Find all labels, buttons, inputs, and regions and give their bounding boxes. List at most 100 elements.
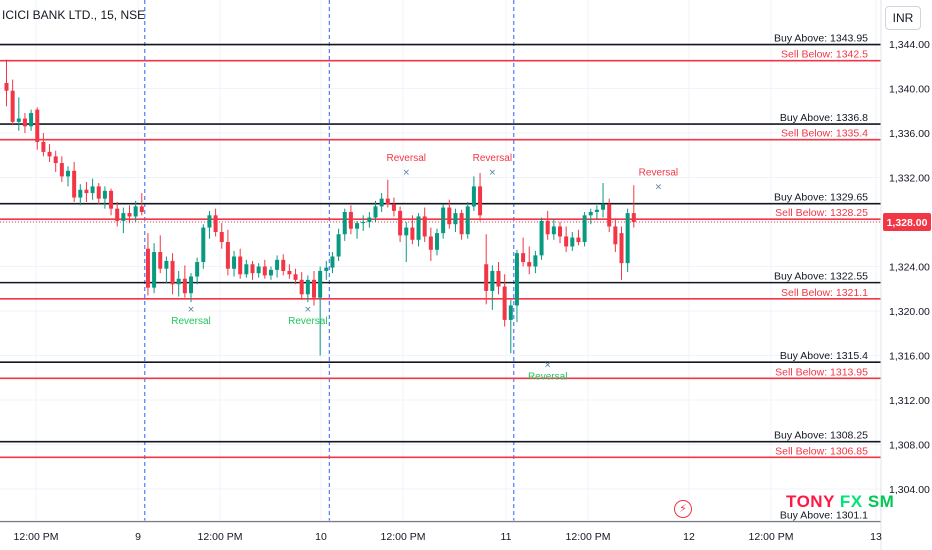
candle[interactable]	[182, 265, 187, 298]
candle[interactable]	[330, 252, 335, 274]
candle[interactable]	[232, 250, 237, 277]
candle[interactable]	[4, 59, 9, 107]
candle[interactable]	[115, 201, 120, 227]
candle[interactable]	[435, 228, 439, 256]
candle[interactable]	[398, 206, 403, 243]
candle[interactable]	[588, 208, 593, 225]
candle[interactable]	[90, 178, 95, 200]
candle[interactable]	[72, 161, 77, 202]
candle[interactable]	[145, 233, 150, 296]
candle[interactable]	[601, 183, 606, 218]
candle[interactable]	[355, 220, 360, 239]
candle[interactable]	[195, 257, 200, 285]
candle[interactable]	[109, 188, 114, 216]
candle[interactable]	[348, 205, 353, 235]
candle[interactable]	[465, 201, 470, 239]
candle[interactable]	[170, 253, 175, 295]
candle[interactable]	[16, 97, 21, 131]
candle[interactable]	[576, 229, 581, 246]
candle[interactable]	[164, 256, 169, 284]
candle[interactable]	[127, 205, 132, 224]
candle[interactable]	[312, 270, 316, 306]
candle[interactable]	[484, 234, 489, 305]
candle[interactable]	[305, 275, 310, 303]
candle[interactable]	[453, 208, 458, 233]
candle[interactable]	[262, 259, 267, 279]
candle[interactable]	[318, 266, 323, 356]
candle[interactable]	[410, 215, 415, 245]
candle[interactable]	[478, 173, 483, 221]
candle[interactable]	[78, 184, 83, 206]
candle[interactable]	[385, 179, 390, 208]
candle[interactable]	[471, 176, 476, 211]
candle[interactable]	[490, 265, 495, 310]
candle[interactable]	[336, 228, 341, 261]
candle[interactable]	[459, 209, 464, 240]
candle[interactable]	[619, 226, 624, 280]
candle[interactable]	[66, 166, 70, 187]
candle[interactable]	[268, 266, 273, 280]
candle[interactable]	[508, 299, 513, 354]
candle[interactable]	[373, 200, 378, 222]
candle[interactable]	[533, 250, 538, 274]
candle[interactable]	[613, 219, 618, 253]
candle[interactable]	[47, 144, 52, 162]
candle[interactable]	[244, 259, 249, 278]
candle[interactable]	[121, 207, 126, 234]
candle[interactable]	[35, 107, 40, 150]
candle[interactable]	[551, 218, 556, 240]
candle[interactable]	[428, 227, 433, 261]
candle[interactable]	[225, 229, 230, 276]
candle[interactable]	[564, 226, 569, 253]
candle[interactable]	[607, 198, 612, 233]
candle[interactable]	[422, 207, 427, 243]
candle[interactable]	[299, 272, 304, 300]
candle[interactable]	[53, 150, 58, 172]
candle[interactable]	[514, 249, 519, 323]
candle[interactable]	[133, 200, 138, 222]
candle[interactable]	[527, 246, 532, 275]
candle[interactable]	[29, 109, 34, 131]
candle[interactable]	[139, 193, 144, 216]
candle[interactable]	[558, 222, 562, 244]
candle[interactable]	[545, 210, 550, 240]
candle[interactable]	[631, 185, 636, 228]
candle[interactable]	[361, 215, 366, 231]
candle[interactable]	[152, 243, 157, 294]
candle[interactable]	[496, 262, 501, 295]
candle[interactable]	[287, 264, 292, 279]
candle[interactable]	[102, 186, 107, 209]
candle[interactable]	[367, 211, 372, 228]
candle[interactable]	[539, 217, 544, 260]
candle[interactable]	[176, 270, 181, 297]
candle[interactable]	[250, 260, 255, 280]
candle[interactable]	[213, 208, 218, 237]
candle[interactable]	[238, 248, 243, 279]
candle[interactable]	[59, 156, 64, 182]
candle[interactable]	[207, 210, 212, 239]
candle[interactable]	[416, 213, 421, 247]
candle[interactable]	[594, 205, 599, 220]
candle[interactable]	[342, 208, 347, 241]
lightning-icon[interactable]: ⚡	[674, 500, 692, 518]
candle[interactable]	[293, 268, 298, 285]
candle[interactable]	[22, 112, 27, 133]
candle[interactable]	[84, 181, 89, 202]
price-axis[interactable]	[881, 0, 932, 550]
candle[interactable]	[275, 255, 280, 278]
candle[interactable]	[570, 232, 575, 251]
currency-button[interactable]: INR	[885, 6, 921, 30]
candle[interactable]	[502, 274, 507, 327]
candle[interactable]	[189, 273, 193, 303]
candle[interactable]	[219, 223, 224, 249]
candle[interactable]	[256, 263, 261, 278]
candle[interactable]	[324, 260, 329, 280]
candle[interactable]	[404, 222, 409, 263]
candle[interactable]	[625, 208, 630, 273]
candle[interactable]	[158, 235, 163, 274]
candle[interactable]	[391, 197, 396, 217]
candle[interactable]	[441, 204, 446, 239]
candle[interactable]	[201, 224, 206, 269]
candle[interactable]	[41, 133, 46, 157]
